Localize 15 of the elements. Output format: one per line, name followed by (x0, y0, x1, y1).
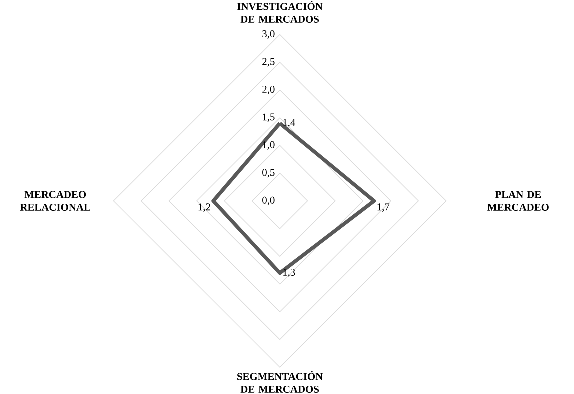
y-tick-label: 0,5 (262, 169, 275, 178)
data-label: 1,7 (378, 204, 390, 212)
y-tick-label: 1,5 (263, 114, 275, 122)
y-tick-label: 3,0 (262, 30, 275, 39)
y-tick-label: 0,0 (262, 196, 275, 206)
y-tick-label: 2,0 (262, 86, 275, 94)
data-label: 1,4 (284, 119, 296, 128)
spoke-label: INVESTIGACIÓN DE MERCADOS (238, 1, 323, 23)
y-tick-label: 2,5 (262, 58, 275, 67)
y-tick-label: 1,0 (263, 141, 275, 150)
data-label: 1,2 (198, 204, 210, 212)
data-label: 1,3 (284, 268, 296, 278)
spoke-label: SEGMENTACIÓN DE MERCADOS (238, 371, 323, 393)
spoke-label: MERCADEO RELACIONAL (20, 191, 90, 211)
spoke-label: PLAN DE MERCADEO (488, 191, 549, 211)
